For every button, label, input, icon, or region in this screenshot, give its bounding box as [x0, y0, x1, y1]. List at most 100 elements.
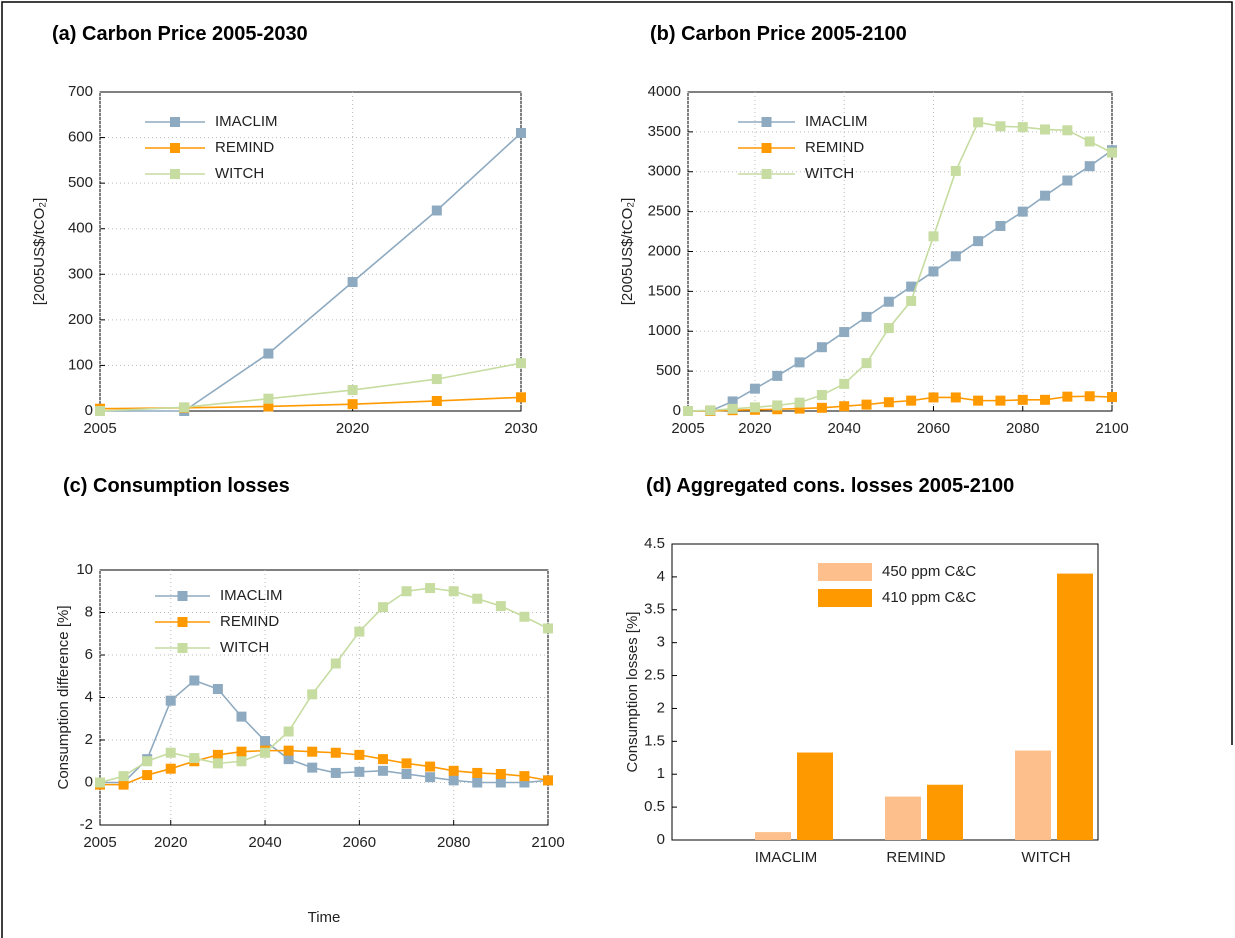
- point: [118, 771, 129, 782]
- x-tick-label: 2040: [248, 834, 281, 851]
- point: [401, 758, 412, 769]
- legend-label: WITCH: [215, 165, 264, 182]
- point: [1017, 122, 1028, 133]
- point: [772, 400, 783, 411]
- point: [1107, 392, 1117, 403]
- point: [1040, 124, 1051, 135]
- point: [516, 358, 526, 369]
- point: [906, 281, 917, 292]
- point: [330, 767, 341, 778]
- point: [973, 117, 984, 128]
- point: [495, 769, 506, 779]
- point: [794, 403, 805, 414]
- point: [472, 767, 483, 778]
- point: [495, 601, 506, 612]
- x-tick-label: 2100: [1095, 420, 1128, 437]
- point: [425, 772, 436, 783]
- legend-marker: [177, 591, 188, 601]
- point: [401, 586, 412, 597]
- bar: [1057, 573, 1093, 840]
- point: [263, 348, 274, 359]
- x-tick-label: IMACLIM: [755, 849, 818, 866]
- point: [260, 736, 271, 747]
- legend-label: 450 ppm C&C: [882, 563, 976, 580]
- point: [377, 754, 388, 765]
- x-tick-label: 2005: [83, 834, 116, 851]
- chart-title: (a) Carbon Price 2005-2030: [52, 23, 308, 45]
- bar: [1015, 750, 1051, 840]
- point: [928, 231, 939, 242]
- point: [448, 765, 459, 776]
- point: [354, 626, 365, 637]
- x-tick-label: 2020: [154, 834, 187, 851]
- chart-title: (b) Carbon Price 2005-2100: [650, 23, 907, 45]
- point: [263, 401, 274, 412]
- x-tick-label: 2040: [828, 420, 861, 437]
- point: [212, 749, 223, 760]
- y-axis-label: Consumption difference [%]: [55, 606, 72, 790]
- chart-title: (d) Aggregated cons. losses 2005-2100: [646, 475, 1014, 497]
- point: [425, 761, 436, 772]
- point: [260, 747, 271, 758]
- point: [118, 779, 129, 790]
- point: [431, 395, 442, 406]
- point: [495, 777, 506, 788]
- point: [816, 402, 827, 413]
- point: [727, 396, 738, 407]
- point: [347, 277, 358, 288]
- point: [307, 762, 318, 773]
- x-tick-label: 2005: [671, 420, 704, 437]
- point: [519, 611, 530, 622]
- point: [95, 406, 105, 416]
- point: [189, 675, 200, 686]
- y-tick-label: 500: [68, 174, 93, 191]
- y-tick-label: 4: [85, 688, 93, 705]
- point: [1017, 206, 1028, 217]
- point: [861, 358, 872, 369]
- point: [142, 756, 153, 767]
- point: [772, 370, 783, 381]
- point: [1084, 391, 1095, 402]
- point: [1107, 147, 1117, 158]
- y-tick-label: 3: [657, 634, 665, 651]
- point: [816, 342, 827, 353]
- y-tick-label: 0.5: [644, 798, 665, 815]
- y-tick-label: 1500: [648, 282, 681, 299]
- point: [354, 749, 365, 760]
- point: [283, 726, 294, 737]
- y-tick-label: 2: [657, 699, 665, 716]
- y-tick-label: 400: [68, 220, 93, 237]
- point: [928, 266, 939, 277]
- point: [995, 220, 1006, 231]
- point: [330, 658, 341, 669]
- y-tick-label: 600: [68, 129, 93, 146]
- point: [354, 766, 365, 777]
- y-axis-label: [2005US$/tCO₂]: [31, 198, 48, 306]
- y-tick-label: 200: [68, 311, 93, 328]
- point: [212, 758, 223, 769]
- legend-marker: [177, 617, 188, 627]
- point: [883, 397, 894, 408]
- point: [861, 399, 872, 410]
- point: [861, 311, 872, 322]
- legend-label: REMIND: [220, 613, 279, 630]
- y-tick-label: 2.5: [644, 667, 665, 684]
- y-tick-label: 0: [85, 773, 93, 790]
- point: [1062, 391, 1073, 402]
- point: [906, 295, 917, 306]
- point: [543, 775, 553, 786]
- legend-label: IMACLIM: [215, 113, 278, 130]
- point: [165, 747, 176, 758]
- point: [330, 747, 341, 758]
- legend-marker: [761, 117, 772, 127]
- point: [165, 695, 176, 706]
- point: [883, 296, 894, 307]
- point: [212, 684, 223, 694]
- y-tick-label: 8: [85, 603, 93, 620]
- y-tick-label: 0: [85, 402, 93, 419]
- point: [1062, 175, 1073, 186]
- legend-swatch: [818, 589, 872, 607]
- y-tick-label: 4000: [648, 83, 681, 100]
